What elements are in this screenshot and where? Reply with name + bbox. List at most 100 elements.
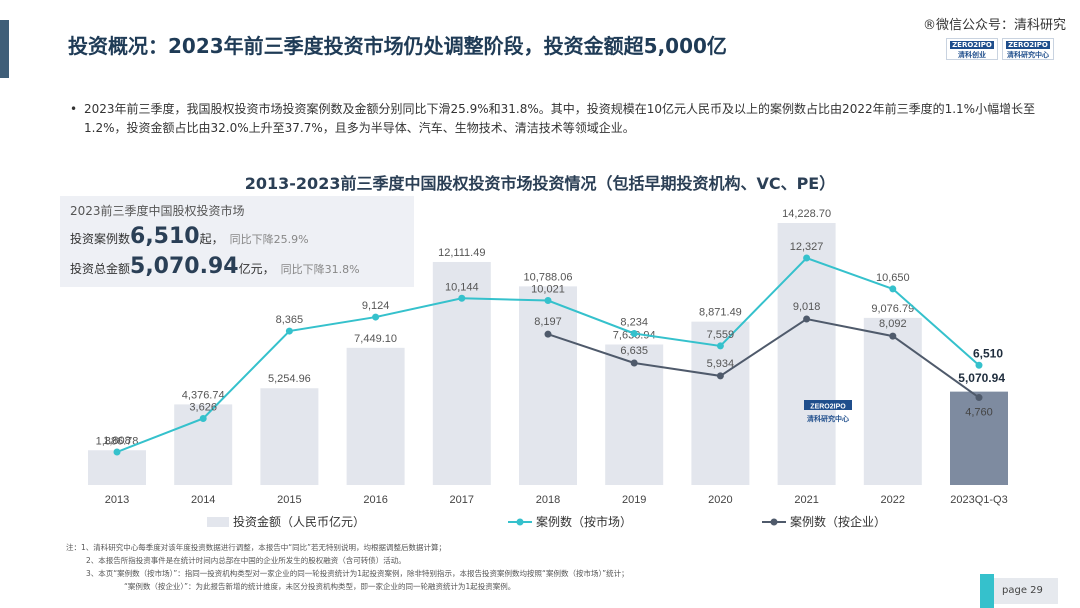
enterprise-cases-point-2019	[630, 359, 638, 367]
legend-bar-label: 投资金额（人民币亿元）	[233, 514, 365, 529]
amount-unit: 亿元，	[238, 262, 275, 276]
bar-2013	[88, 450, 146, 485]
bar-label-2021: 14,228.70	[782, 208, 831, 220]
bar-label-2017: 12,111.49	[438, 247, 485, 259]
page-number: page 29	[994, 578, 1058, 604]
cases-change: 同比下降25.9%	[229, 233, 309, 246]
x-tick-2014: 2014	[191, 494, 215, 506]
chart-watermark-text: 清科研究中心	[807, 414, 849, 423]
market-label-2016: 9,124	[362, 300, 390, 312]
market-cases-point-2017	[458, 294, 466, 302]
market-cases-point-2014	[199, 414, 207, 422]
x-tick-2019: 2019	[622, 494, 646, 506]
chart-watermark-logo	[804, 400, 852, 410]
market-cases-point-2013	[113, 448, 121, 456]
legend-market-dot	[516, 518, 524, 526]
left-accent-bar	[0, 20, 9, 78]
enterprise-cases-point-2018	[544, 330, 552, 338]
market-label-2021: 12,327	[790, 241, 824, 253]
legend-enterprise-label: 案例数（按企业）	[790, 514, 886, 529]
market-cases-point-2020	[716, 342, 724, 350]
footnote-3: 3、本页“案例数（按市场）”：指同一投资机构类型对一家企业的同一轮投资统计为1起…	[86, 569, 629, 578]
logo-group: ZERO2IPO 清科创业 ZERO2IPO 清科研究中心	[946, 38, 1054, 60]
enterprise-cases-line	[547, 317, 980, 399]
market-label-2020: 7,559	[707, 329, 735, 341]
enterprise-cases-point-2021	[803, 315, 811, 323]
enterprise-label-2022: 8,092	[879, 318, 907, 330]
footnote-1: 注：1、清科研究中心每季度对该年度投资数据进行调整，本报告中“同比”若无特别说明…	[66, 543, 447, 552]
market-cases-point-2015	[285, 327, 293, 335]
page-title: 投资概况：2023年前三季度投资市场仍处调整阶段，投资金额超5,000亿	[68, 34, 727, 58]
cases-value: 6,510	[130, 224, 200, 249]
amount-change: 同比下降31.8%	[280, 263, 360, 276]
legend-enterprise-dot	[770, 518, 778, 526]
cases-label: 投资案例数	[70, 232, 131, 246]
market-cases-point-2022	[889, 285, 897, 293]
bar-2016	[346, 347, 405, 485]
bar-label-2015: 5,254.96	[268, 373, 311, 385]
summary-heading: 2023前三季度中国股权投资市场	[70, 204, 245, 218]
enterprise-cases-point-2022	[889, 332, 897, 340]
enterprise-label-2019: 6,635	[620, 345, 648, 357]
bar-label-2014: 4,376.74	[182, 389, 225, 401]
market-label-2014: 3,626	[189, 401, 217, 413]
bar-2021	[777, 223, 836, 485]
bar-2019	[605, 344, 664, 485]
enterprise-cases-point-2023Q1-Q3	[975, 394, 983, 402]
chart-watermark-badge: ZERO2IPO	[810, 404, 846, 411]
market-cases-point-2016	[372, 313, 380, 321]
x-tick-2015: 2015	[277, 494, 301, 506]
bar-label-2022: 9,076.79	[871, 303, 914, 315]
zero2ipo-venture-logo: ZERO2IPO 清科创业	[946, 38, 998, 60]
market-cases-point-2023Q1-Q3	[975, 361, 983, 369]
x-tick-2013: 2013	[105, 494, 129, 506]
enterprise-label-2020: 5,934	[707, 358, 735, 370]
market-label-2022: 10,650	[876, 272, 910, 284]
wechat-watermark: ®微信公众号：清科研究	[922, 18, 1066, 33]
market-label-2023Q1-Q3: 6,510	[973, 346, 1003, 360]
enterprise-label-2021: 9,018	[793, 301, 821, 313]
amount-value: 5,070.94	[130, 254, 239, 279]
legend-bar-swatch	[207, 517, 229, 527]
bar-2015	[260, 388, 319, 485]
page-accent	[980, 574, 994, 608]
market-label-2017: 10,144	[445, 281, 479, 293]
x-tick-2020: 2020	[708, 494, 732, 506]
summary-amount-row: 投资总金额 5,070.94 亿元， 同比下降31.8%	[70, 254, 404, 284]
x-tick-2018: 2018	[536, 494, 560, 506]
market-cases-point-2021	[803, 254, 811, 262]
x-tick-2021: 2021	[794, 494, 818, 506]
investment-chart: 1,886.78 4,376.74 5,254.96 7,449.10 12,111.4…	[88, 208, 1008, 529]
x-tick-2023Q1-Q3: 2023Q1-Q3	[950, 494, 1007, 506]
bar-2023Q1-Q3	[950, 391, 1008, 485]
summary-box: 2023前三季度中国股权投资市场 投资案例数 6,510 起， 同比下降25.9…	[60, 196, 414, 287]
footnote-4: “案例数（按企业）”：为此报告新增的统计维度，未区分投资机构类型，即一家企业的同…	[124, 582, 516, 591]
enterprise-label-2023Q1-Q3: 4,760	[965, 407, 993, 419]
market-label-2019: 8,234	[620, 316, 648, 328]
bar-label-2016: 7,449.10	[354, 333, 397, 345]
bar-label-2020: 8,871.49	[699, 307, 742, 319]
chart-title: 2013-2023前三季度中国股权投资市场投资情况（包括早期投资机构、VC、PE…	[244, 174, 836, 193]
x-tick-2022: 2022	[881, 494, 905, 506]
summary-bullet: 2023年前三季度，我国股权投资市场投资案例数及金额分别同比下滑25.9%和31…	[70, 100, 1038, 138]
bar-label-2023Q1-Q3: 5,070.94	[958, 371, 1005, 385]
market-label-2015: 8,365	[276, 314, 304, 326]
amount-label: 投资总金额	[70, 262, 131, 276]
market-label-2013: 1,808	[103, 435, 131, 447]
enterprise-cases-point-2020	[716, 372, 724, 380]
x-tick-2017: 2017	[450, 494, 474, 506]
bar-label-2018: 10,788.06	[524, 271, 573, 283]
bar-2022	[863, 317, 922, 485]
bar-label-2013: 1,886.78	[96, 435, 139, 447]
cases-unit: 起，	[199, 232, 224, 246]
legend-market-label: 案例数（按市场）	[536, 514, 632, 529]
zero2ipo-research-logo: ZERO2IPO 清科研究中心	[1002, 38, 1054, 60]
bar-2018	[519, 286, 577, 485]
footnote-2: 2、本报告所指投资事件是在统计时间内总部在中国的企业所发生的股权融资（含可转债）…	[86, 556, 406, 565]
x-tick-2016: 2016	[363, 494, 387, 506]
market-cases-point-2018	[544, 297, 552, 305]
summary-cases-row: 投资案例数 6,510 起， 同比下降25.9%	[70, 224, 404, 254]
enterprise-label-2018: 8,197	[534, 316, 562, 328]
market-label-2018: 10,021	[531, 284, 565, 296]
market-cases-point-2019	[630, 329, 638, 337]
